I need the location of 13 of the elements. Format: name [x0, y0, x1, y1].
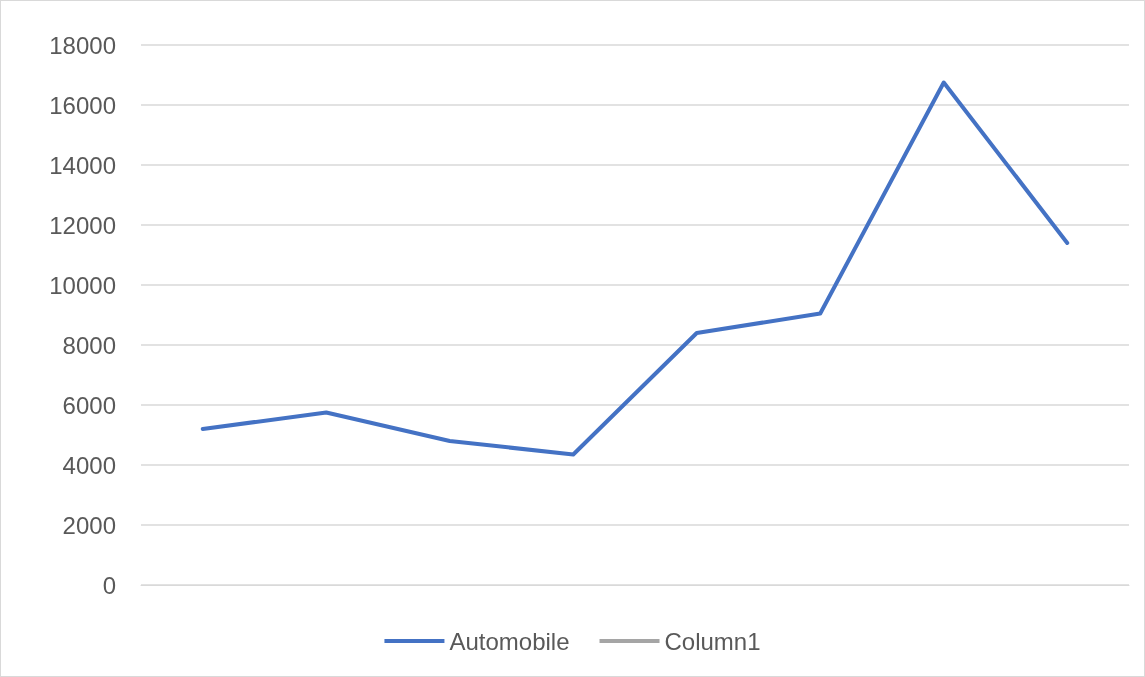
y-tick-label: 8000: [62, 331, 116, 359]
y-tick-label: 10000: [49, 271, 116, 299]
y-tick-label: 0: [102, 571, 116, 599]
legend-label: Column1: [664, 627, 761, 655]
y-tick-label: 6000: [62, 391, 116, 419]
y-tick-label: 4000: [62, 451, 116, 479]
y-tick-label: 12000: [49, 211, 116, 239]
y-tick-label: 14000: [49, 151, 116, 179]
y-tick-label: 2000: [62, 511, 116, 539]
line-series: [200, 80, 1070, 457]
y-tick-label: 16000: [49, 91, 116, 119]
y-tick-label: 18000: [49, 31, 116, 59]
legend-label: Automobile: [449, 627, 570, 655]
